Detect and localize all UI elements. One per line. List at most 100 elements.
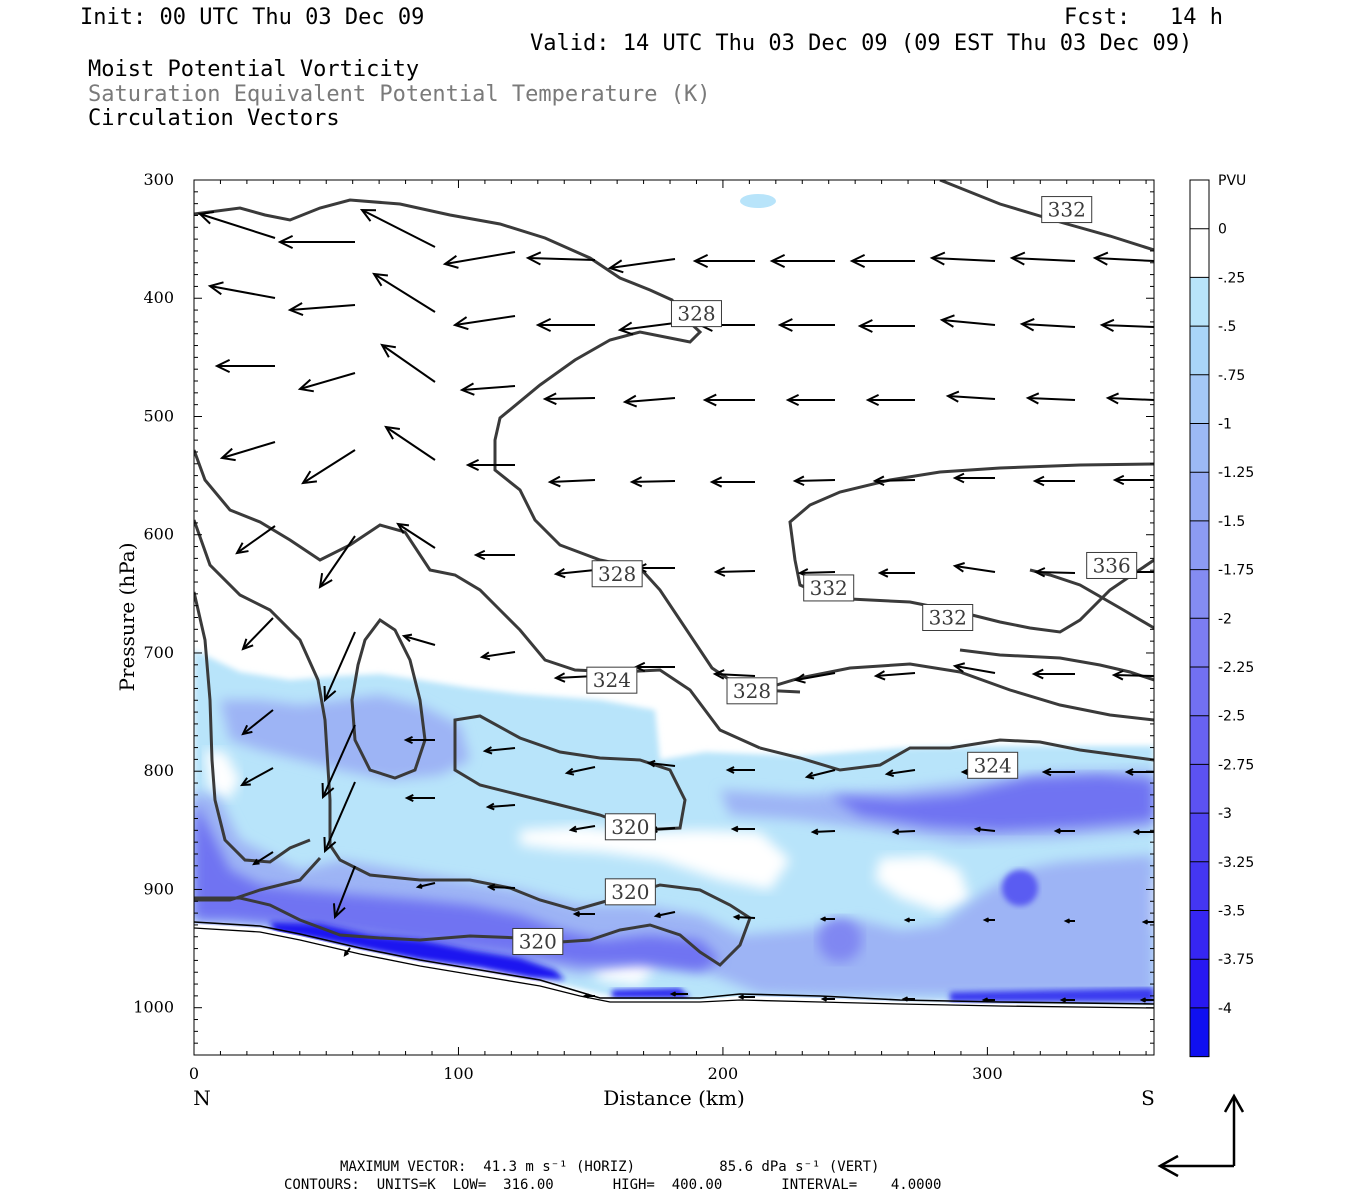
circulation-vector — [332, 865, 356, 920]
colorbar-swatch — [1190, 374, 1209, 424]
x-tick-label: 100 — [443, 1064, 474, 1083]
colorbar-label: -2 — [1218, 611, 1232, 627]
circulation-vector — [820, 996, 835, 1002]
circulation-vector — [945, 390, 996, 403]
circulation-vector — [372, 272, 436, 313]
circulation-vector — [239, 767, 274, 787]
circulation-vector — [793, 672, 836, 684]
contour-320-right — [194, 856, 322, 902]
circulation-vector — [1141, 919, 1154, 925]
circulation-vector — [952, 472, 995, 484]
south-label: S — [1141, 1086, 1155, 1110]
circulation-vector — [973, 826, 996, 833]
circulation-vector — [582, 993, 595, 999]
circulation-vector — [725, 766, 755, 774]
circulation-vector — [622, 394, 676, 408]
contour-label: 332 — [803, 574, 855, 602]
svg-text:324: 324 — [974, 753, 1012, 777]
y-tick-label: 600 — [143, 525, 174, 544]
colorbar-label: -1.5 — [1218, 514, 1245, 530]
circulation-vector — [804, 769, 836, 780]
circulation-vector — [737, 994, 755, 1000]
circulation-vector — [1111, 669, 1155, 681]
contour-label: 324 — [586, 666, 638, 694]
y-tick-label: 400 — [143, 288, 174, 307]
circulation-vector — [553, 568, 596, 579]
contour-label: 328 — [670, 300, 722, 328]
pv-gap — [875, 856, 970, 912]
circulation-vector — [877, 568, 915, 578]
colorbar-swatch — [1190, 423, 1209, 473]
circulation-vector — [452, 315, 516, 331]
colorbar: 0 -.25 -.5 -.75 -1 -1.25 -1.5 -1.75 -2 -2.25 -2.5 -… — [1189, 179, 1254, 1058]
circulation-vector — [323, 781, 356, 854]
circulation-vector — [692, 254, 755, 268]
circulation-vector — [1025, 392, 1076, 405]
colorbar-swatch — [1190, 618, 1209, 668]
circulation-vector — [473, 549, 515, 561]
colorbar-label: -.25 — [1218, 270, 1245, 286]
max-vector-info: MAXIMUM VECTOR: 41.3 m s⁻¹ (HORIZ) 85.6 … — [340, 1159, 880, 1175]
terrain-mask — [194, 924, 1154, 1055]
circulation-vector — [1092, 251, 1155, 266]
circulation-vector — [884, 769, 916, 778]
contour-info: CONTOURS: UNITS=K LOW= 316.00 HIGH= 400.… — [284, 1177, 942, 1193]
contour-label: 324 — [967, 751, 1019, 779]
circulation-vector — [486, 883, 516, 891]
svg-text:328: 328 — [598, 562, 636, 586]
circulation-vector — [873, 670, 916, 681]
circulation-vector — [1032, 475, 1075, 487]
circulation-vector — [1132, 829, 1154, 835]
svg-text:328: 328 — [733, 679, 771, 703]
pv-region-strong — [830, 775, 1154, 830]
colorbar-swatch — [1190, 1007, 1209, 1058]
circulation-vector — [321, 724, 356, 800]
y-tick-label: 1000 — [133, 998, 174, 1017]
colorbar-label: -3.25 — [1218, 855, 1254, 871]
surface-line-2 — [194, 927, 1154, 1009]
circulation-vector — [525, 251, 596, 266]
circulation-vector — [607, 258, 676, 274]
circulation-vector — [819, 916, 835, 922]
pv-region-intense — [612, 988, 690, 998]
circulation-vector — [903, 917, 915, 923]
y-tick-label: 300 — [143, 170, 174, 189]
field-title-pv: Moist Potential Vorticity — [88, 57, 420, 82]
circulation-vector — [479, 651, 516, 661]
colorbar-swatch — [1190, 667, 1209, 717]
y-tick-label: 500 — [143, 406, 174, 425]
circulation-vector — [1059, 997, 1075, 1003]
circulation-vector — [777, 318, 835, 332]
circulation-vector — [629, 476, 676, 488]
circulation-vector — [1041, 767, 1075, 777]
circulation-vector — [547, 475, 596, 488]
surface-line — [194, 921, 1154, 1005]
colorbar-label: -3.75 — [1218, 952, 1254, 968]
circulation-vector — [1139, 997, 1154, 1003]
colorbar-label: -2.75 — [1218, 757, 1254, 773]
circulation-vector — [857, 319, 915, 333]
y-tick-label: 700 — [143, 643, 174, 662]
x-tick-label: 300 — [972, 1064, 1003, 1083]
svg-text:332: 332 — [929, 606, 967, 630]
circulation-vector — [712, 669, 756, 680]
contour-labels: 332 328 328 332 332 336 324 328 324 320 320 320 — [512, 196, 1138, 955]
circulation-vector — [403, 735, 435, 745]
circulation-vector — [415, 882, 436, 889]
circulation-vector — [849, 254, 915, 268]
circulation-vector — [197, 211, 276, 239]
contour-324-upper — [194, 449, 761, 750]
init-time: Init: 00 UTC Thu 03 Dec 09 — [80, 5, 425, 30]
circulation-vector — [769, 254, 835, 268]
contour-label: 328 — [726, 677, 778, 705]
circulation-vector — [646, 759, 676, 768]
circulation-vector — [207, 281, 276, 299]
pv-gap — [520, 826, 790, 890]
circulation-vector — [442, 251, 516, 269]
circulation-vector — [635, 563, 675, 573]
x-axis-label: Distance (km) — [603, 1086, 745, 1110]
circulation-vector — [982, 917, 995, 923]
contour-label: 320 — [604, 878, 656, 906]
colorbar-swatch — [1190, 715, 1209, 765]
circulation-vector — [396, 522, 436, 549]
